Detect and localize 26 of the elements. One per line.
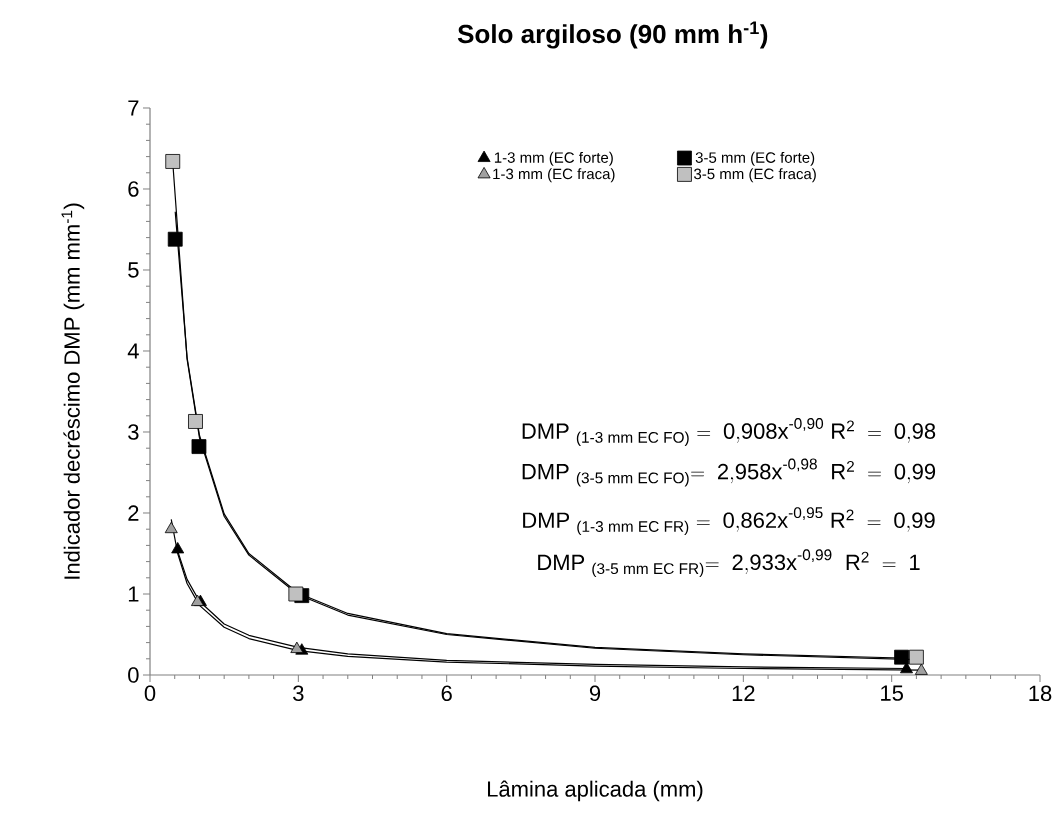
legend-label: 1-3 mm (EC forte) bbox=[494, 151, 613, 166]
y-tick-label: 7 bbox=[128, 100, 139, 116]
legend-label: 3-5 mm (EC forte) bbox=[695, 151, 815, 166]
x-tick-label: 18 bbox=[1029, 685, 1052, 702]
x-tick-label: 15 bbox=[881, 685, 903, 701]
x-tick-label: 9 bbox=[589, 685, 601, 702]
annotation: $\mathrm{DMP}\ _{\text{(3-5 mm EC FR)}}\mathrm{=\ 2{,}933x}^{\text{-0,99}}\ \ \mathrm{R^{2}\ =\ 1}$ bbox=[538, 549, 920, 578]
y-tick-label: 3 bbox=[128, 424, 139, 440]
chart-title: Solo argiloso (90 mm h$^{-1}$) bbox=[457, 21, 768, 49]
y-tick-label: 2 bbox=[128, 505, 139, 521]
y-axis-title: Indicador decréscimo DMP (mm mm$^{-1}$) bbox=[61, 203, 85, 579]
x-tick-label: 12 bbox=[732, 685, 755, 701]
annotation: $\mathrm{DMP}\ _{\text{(1-3 mm EC FR)}}\ \mathrm{=\ 0{,}862x}^{\text{-0,95}}\ \mathrm{R^{2}\ =\ 0{,}99}$ bbox=[523, 507, 935, 535]
x-tick-label: 6 bbox=[441, 685, 452, 702]
legend-label: 3-5 mm (EC fraca) bbox=[694, 168, 816, 183]
x-tick-label: 0 bbox=[144, 685, 156, 702]
y-tick-label: 0 bbox=[128, 667, 139, 683]
annotation: $\mathrm{DMP}\ _{\text{(3-5 mm EC FO)}}\mathrm{=\ 2{,}958x}^{\text{-0,98}}\ \ \mathrm{R^{2}\ =\ 0{,}99}$ bbox=[522, 458, 936, 487]
y-tick-label: 6 bbox=[128, 181, 139, 197]
x-tick-label: 3 bbox=[293, 685, 304, 702]
x-axis-title: Lâmina aplicada (mm) bbox=[488, 780, 703, 802]
y-tick-label: 1 bbox=[128, 586, 139, 602]
annotation: $\mathrm{DMP}\ _{\text{(1-3 mm EC FO)}}\ \mathrm{=\ 0{,}908x}^{\text{-0,90}}\ \mathrm{R^{2}\ =\ 0{,}98}$ bbox=[522, 418, 936, 446]
legend-label: 1-3 mm (EC fraca) bbox=[493, 168, 615, 183]
y-tick-label: 5 bbox=[128, 262, 139, 278]
y-tick-label: 4 bbox=[127, 343, 139, 359]
